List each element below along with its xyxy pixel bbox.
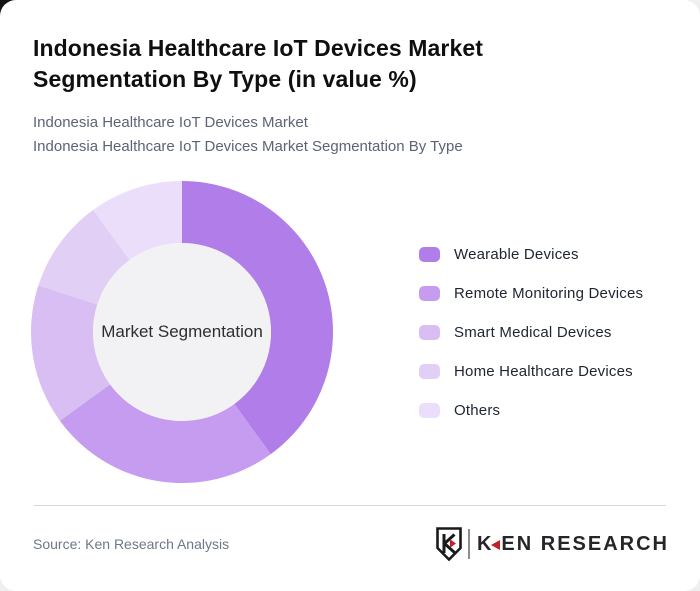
footer-divider: [34, 505, 666, 506]
donut-svg: [31, 181, 333, 483]
wordmark-letter-k: K: [476, 532, 494, 555]
donut-segment: [93, 181, 182, 260]
legend-item: Remote Monitoring Devices: [419, 285, 644, 302]
chart-legend: Wearable Devices Remote Monitoring Device…: [419, 246, 644, 442]
subtitle-line-1: Indonesia Healthcare IoT Devices Market: [33, 114, 308, 131]
legend-label: Others: [454, 402, 501, 419]
wordmark-rest: EN RESEARCH: [501, 532, 669, 555]
legend-label: Wearable Devices: [454, 246, 579, 263]
logo-red-triangle-icon: [491, 539, 501, 550]
page-title: Indonesia Healthcare IoT Devices Market …: [33, 35, 484, 92]
legend-label: Smart Medical Devices: [454, 324, 612, 341]
legend-item: Home Healthcare Devices: [419, 363, 643, 380]
legend-item: Smart Medical Devices: [419, 324, 643, 341]
subtitle-line-2: Indonesia Healthcare IoT Devices Market …: [33, 138, 463, 155]
legend-label: Home Healthcare Devices: [454, 363, 633, 380]
donut-chart: Market Segmentation: [31, 181, 333, 483]
legend-label: Remote Monitoring Devices: [454, 285, 644, 302]
donut-center-label: Market Segmentation: [101, 322, 263, 341]
donut-segment: [31, 285, 110, 421]
donut-segment: [59, 384, 271, 483]
donut-segment: [38, 209, 130, 305]
legend-swatch: [419, 286, 440, 301]
source-text: Source: Ken Research Analysis: [33, 536, 230, 552]
legend-item: Others: [419, 402, 643, 419]
legend-swatch: [419, 247, 440, 262]
donut-segment: [182, 181, 333, 455]
legend-swatch: [419, 403, 440, 418]
legend-swatch: [419, 364, 440, 379]
legend-item: Wearable Devices: [419, 246, 643, 263]
logo-wordmark: K EN RESEARCH: [477, 533, 669, 556]
logo-shield-icon: [436, 527, 462, 561]
legend-swatch: [419, 325, 440, 340]
donut-inner-circle: [93, 243, 271, 421]
ken-research-logo: K EN RESEARCH: [436, 526, 669, 562]
chart-subtitles: Indonesia Healthcare IoT Devices Market …: [33, 111, 463, 159]
logo-divider: [467, 529, 470, 559]
